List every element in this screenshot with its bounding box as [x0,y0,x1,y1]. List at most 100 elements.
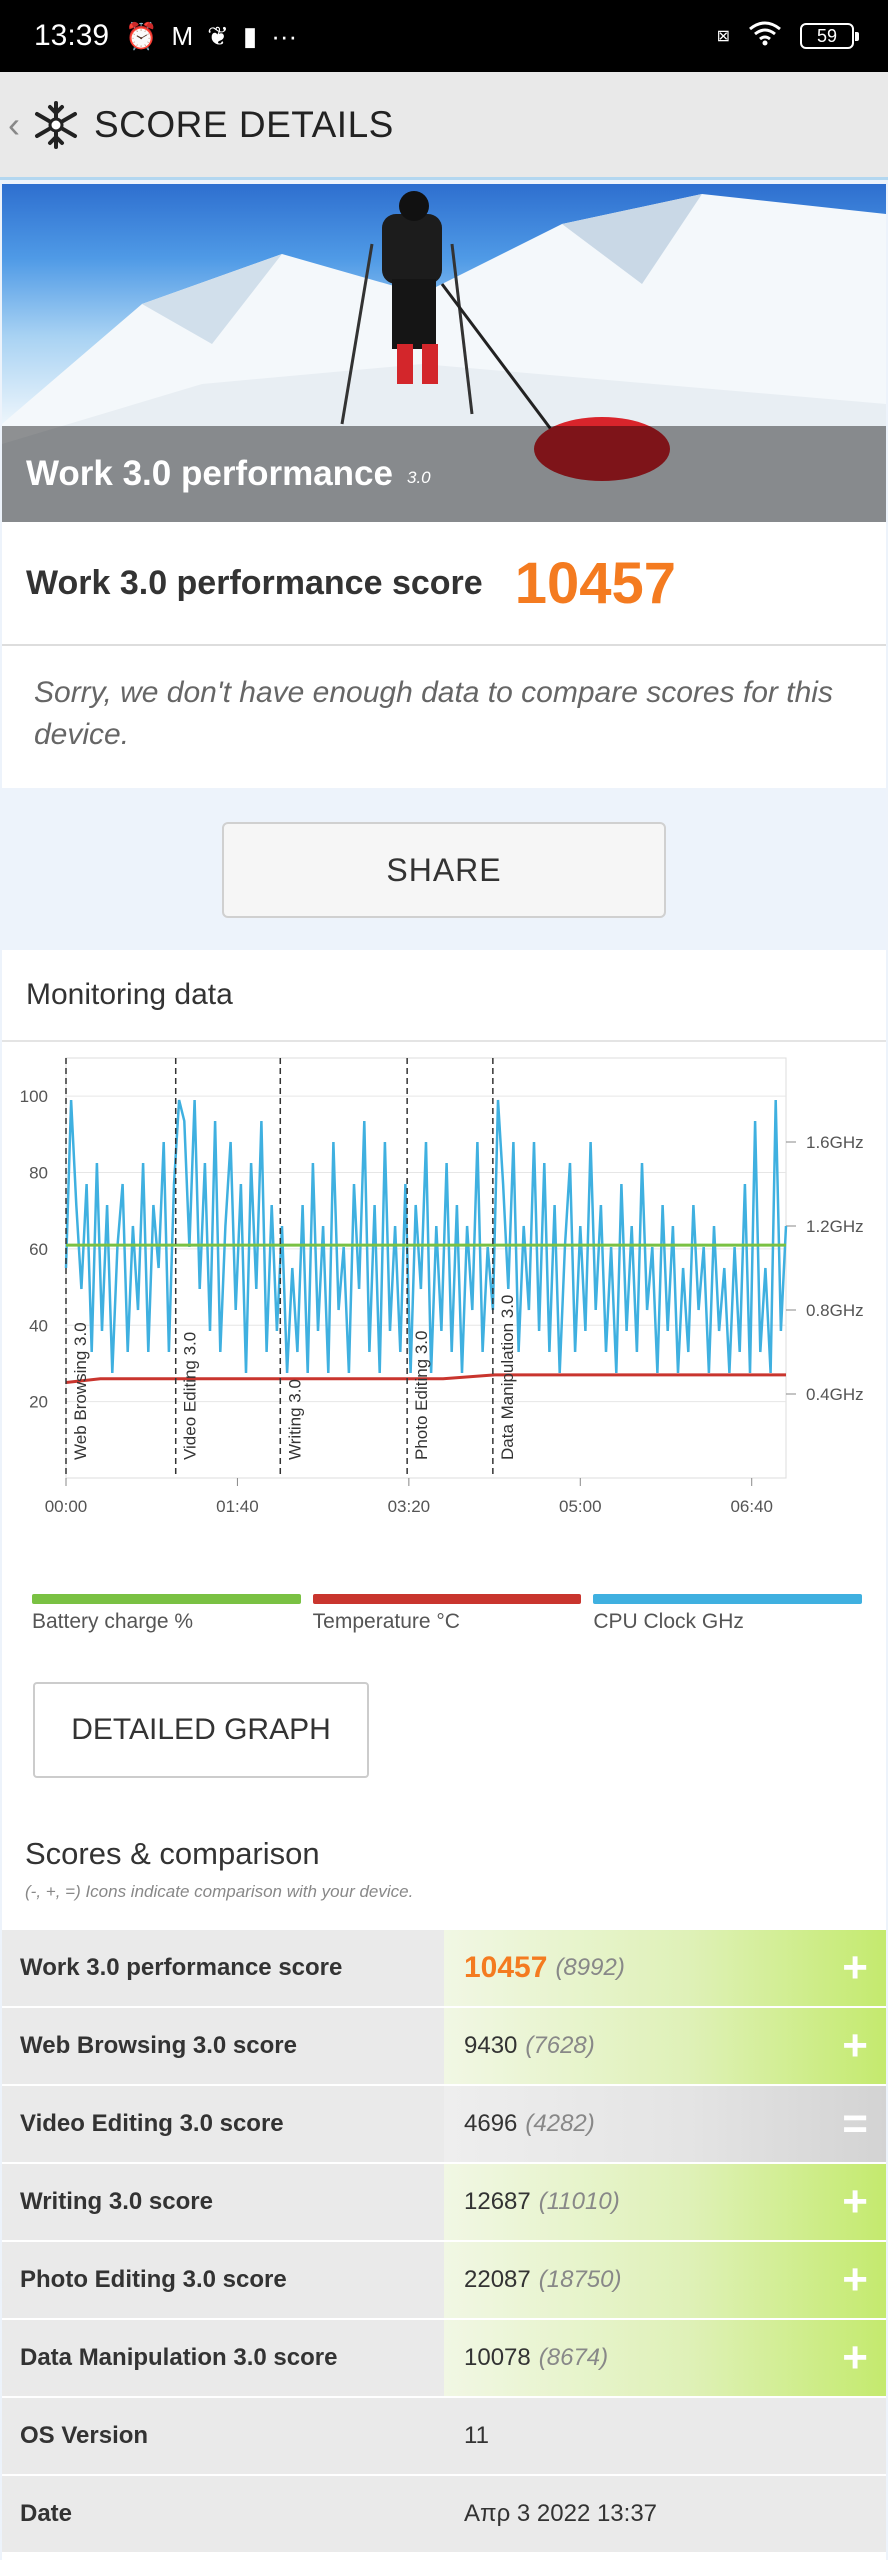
message-icon: ▮ [242,20,258,51]
score-row: Writing 3.0 score 12687 (11010) + [2,2164,886,2242]
score-row-name: Data Manipulation 3.0 score [20,2344,338,2371]
cpu-clock-line [64,1099,788,1374]
plus-icon: + [842,2021,868,2070]
score-row: Date Απρ 3 2022 13:37 [2,2476,886,2554]
score-row-value: 22087 [464,2266,531,2293]
section-label: Web Browsing 3.0 [71,1322,90,1460]
scores-subtitle: (-, +, =) Icons indicate comparison with… [25,1882,414,1901]
score-row-comparison: (11010) [538,2188,620,2215]
more-icon: ··· [271,20,298,51]
y-left-tick-label: 20 [29,1393,48,1412]
score-row-value-cell: 10457 (8992) + [444,1930,886,2006]
legend-battery: Battery charge % [32,1594,301,1634]
hero-image: Work 3.0 performance 3.0 [2,184,886,522]
score-row-name: Date [20,2500,73,2527]
score-label: Work 3.0 performance score [26,563,483,602]
temperature-line [65,1373,786,1384]
gmail-icon: M [171,20,194,51]
score-row: Data Manipulation 3.0 score 10078 (8674) + [2,2320,886,2398]
score-value: 10457 [514,550,676,616]
legend-temperature-label: Temperature °C [312,1610,460,1633]
legend-temperature-swatch [312,1594,582,1604]
scores-title: Scores & comparison [25,1836,320,1871]
page-title: SCORE DETAILS [94,103,394,145]
score-row-value-cell: 12687 (11010) + [444,2164,886,2240]
x-tick-label: 06:40 [730,1497,773,1516]
y-right-tick-label: 1.6GHz [806,1133,864,1152]
score-card: Work 3.0 performance score 10457 Sorry, … [2,522,886,788]
score-row-name: Work 3.0 performance score [20,1954,343,1981]
y-left-tick-label: 100 [20,1087,48,1106]
legend-cpu: CPU Clock GHz [593,1594,863,1634]
legend-battery-swatch [32,1594,301,1604]
app-bar: ‹ SCORE DETAILS [0,72,888,180]
monitoring-chart[interactable]: 100 80 60 40 20 1.6GHz 1.2GHz 0.8GHz 0.4GHz 00:00… [2,1050,886,1570]
score-row-value: 4696 [464,2110,518,2137]
plus-icon: + [842,2177,868,2226]
hero-caption: Work 3.0 performance 3.0 [2,426,886,522]
score-row-value: 10078 [464,2344,531,2371]
score-row-value: 12687 [464,2188,531,2215]
score-row-name: Video Editing 3.0 score [20,2110,284,2137]
score-row-value-cell: 4696 (4282) = [444,2086,886,2162]
status-time: 13:39 [34,19,110,52]
battery-icon: 59 [800,23,859,49]
detailed-graph-button[interactable]: DETAILED GRAPH [33,1682,369,1778]
back-chevron-icon[interactable]: ‹ [8,103,20,145]
comparison-message: Sorry, we don't have enough data to comp… [34,676,833,751]
score-row-name: OS Version [20,2422,149,2449]
score-row: Photo Editing 3.0 score 22087 (18750) + [2,2242,886,2320]
score-row: Web Browsing 3.0 score 9430 (7628) + [2,2008,886,2086]
score-row-value-cell: 9430 (7628) + [444,2008,886,2084]
plus-icon: + [842,2333,868,2382]
y-left-tick-label: 60 [29,1240,48,1259]
score-row-value: 10457 [464,1951,548,1984]
legend-cpu-swatch [593,1594,863,1604]
equal-icon: = [842,2099,868,2148]
x-tick-label: 00:00 [45,1497,88,1516]
score-row-comparison: (7628) [525,2032,595,2059]
hero-illustration [2,191,886,522]
score-row-value-cell: 22087 (18750) + [444,2242,886,2318]
score-row: OS Version 11 [2,2398,886,2476]
score-row-value-cell: 10078 (8674) + [444,2320,886,2396]
score-row-value: 9430 [464,2032,518,2059]
score-row-value: 11 [464,2422,489,2449]
legend-battery-label: Battery charge % [32,1610,194,1633]
monitoring-card: Monitoring data 100 80 60 40 20 1.6GHz 1.2GHz 0… [2,950,886,2560]
legend-cpu-label: CPU Clock GHz [593,1610,744,1633]
y-left-tick-label: 40 [29,1316,48,1335]
leaf-icon: ❦ [207,20,229,51]
score-row-value-cell: 11 [444,2398,886,2474]
score-row-name: Photo Editing 3.0 score [20,2266,287,2293]
snowflake-logo-icon [35,100,77,149]
y-left-tick-label: 80 [29,1164,48,1183]
x-tick-label: 05:00 [559,1497,602,1516]
share-button[interactable]: SHARE [222,822,666,918]
hero-caption-version: 3.0 [407,468,431,487]
alarm-off-icon: ⏰ [125,20,158,51]
chart-legend: Battery charge % Temperature °C CPU Cloc… [32,1594,863,1634]
score-row: Work 3.0 performance score 10457 [2,522,886,646]
score-row-value-cell: Απρ 3 2022 13:37 [444,2476,886,2552]
score-row: Video Editing 3.0 score 4696 (4282) = [2,2086,886,2164]
sim-off-icon: ⊠ [716,28,730,45]
x-tick-label: 03:20 [388,1497,431,1516]
section-label: Writing 3.0 [285,1379,304,1460]
skier-figure [340,191,564,445]
score-row-comparison: (18750) [538,2266,622,2293]
plus-icon: + [842,1943,868,1992]
monitoring-title: Monitoring data [2,950,886,1042]
section-label: Data Manipulation 3.0 [498,1295,517,1460]
section-label: Photo Editing 3.0 [412,1331,431,1460]
score-row-comparison: (8992) [555,1954,625,1981]
red-sled [534,417,670,481]
wifi-icon [748,21,782,52]
y-right-tick-label: 0.8GHz [806,1301,864,1320]
plus-icon: + [842,2255,868,2304]
score-row-name: Writing 3.0 score [20,2188,213,2215]
hero-caption-title: Work 3.0 performance [26,454,393,493]
score-row-comparison: (4282) [525,2110,595,2137]
score-row-comparison: (8674) [538,2344,609,2371]
scores-table: Work 3.0 performance score 10457 (8992) + We… [2,1930,886,2554]
